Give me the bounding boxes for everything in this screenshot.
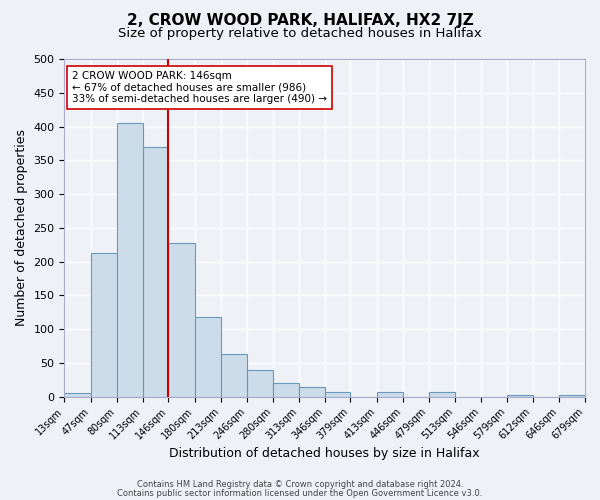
Bar [325, 392, 350, 397]
Bar [299, 388, 325, 397]
Text: Contains public sector information licensed under the Open Government Licence v3: Contains public sector information licen… [118, 488, 482, 498]
Bar [428, 392, 455, 397]
Text: 2 CROW WOOD PARK: 146sqm
← 67% of detached houses are smaller (986)
33% of semi-: 2 CROW WOOD PARK: 146sqm ← 67% of detach… [72, 71, 327, 104]
Bar [507, 396, 533, 397]
Text: Contains HM Land Registry data © Crown copyright and database right 2024.: Contains HM Land Registry data © Crown c… [137, 480, 463, 489]
Bar [377, 392, 403, 397]
Bar [195, 317, 221, 397]
Bar [221, 354, 247, 397]
Text: Size of property relative to detached houses in Halifax: Size of property relative to detached ho… [118, 28, 482, 40]
Bar [64, 394, 91, 397]
Bar [273, 384, 299, 397]
Bar [143, 147, 169, 397]
Text: 2, CROW WOOD PARK, HALIFAX, HX2 7JZ: 2, CROW WOOD PARK, HALIFAX, HX2 7JZ [127, 12, 473, 28]
X-axis label: Distribution of detached houses by size in Halifax: Distribution of detached houses by size … [169, 447, 480, 460]
Bar [559, 396, 585, 397]
Y-axis label: Number of detached properties: Number of detached properties [15, 130, 28, 326]
Bar [117, 123, 143, 397]
Bar [247, 370, 273, 397]
Bar [91, 253, 117, 397]
Bar [169, 243, 195, 397]
